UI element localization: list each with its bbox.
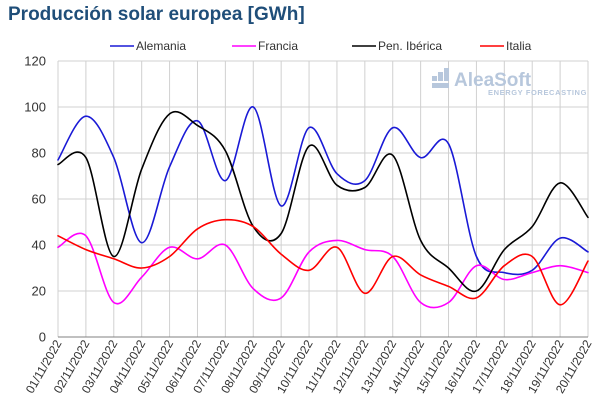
series-line-francia [57, 232, 589, 309]
logo-icon [432, 68, 449, 88]
x-tick-labels: 01/11/202202/11/202203/11/202204/11/2022… [23, 337, 595, 396]
series-line-pen-iberica [57, 110, 589, 293]
legend-label-pen-iberica: Pen. Ibérica [378, 39, 442, 53]
y-tick-label: 0 [39, 330, 46, 345]
grid-lines [57, 60, 589, 337]
logo-name: AleaSoft [454, 70, 532, 91]
series-line-italia [57, 218, 589, 306]
y-tick-label: 60 [32, 192, 46, 207]
legend-label-italia: Italia [506, 39, 532, 53]
aleasoft-logo: AleaSoft ENERGY FORECASTING [432, 68, 587, 97]
y-tick-labels: 0 20 40 60 80 100 120 [24, 54, 46, 345]
y-tick-label: 20 [32, 284, 46, 299]
y-tick-label: 80 [32, 146, 46, 161]
legend: Alemania Francia Pen. Ibérica Italia [110, 39, 532, 53]
y-tick-label: 40 [32, 238, 46, 253]
y-tick-label: 120 [24, 54, 46, 69]
legend-label-francia: Francia [258, 39, 298, 53]
series-lines [57, 106, 589, 309]
y-tick-label: 100 [24, 100, 46, 115]
series-line-alemania [57, 106, 589, 276]
legend-label-alemania: Alemania [136, 39, 186, 53]
logo-tagline: ENERGY FORECASTING [488, 88, 587, 97]
chart-title: Producción solar europea [GWh] [8, 4, 305, 25]
